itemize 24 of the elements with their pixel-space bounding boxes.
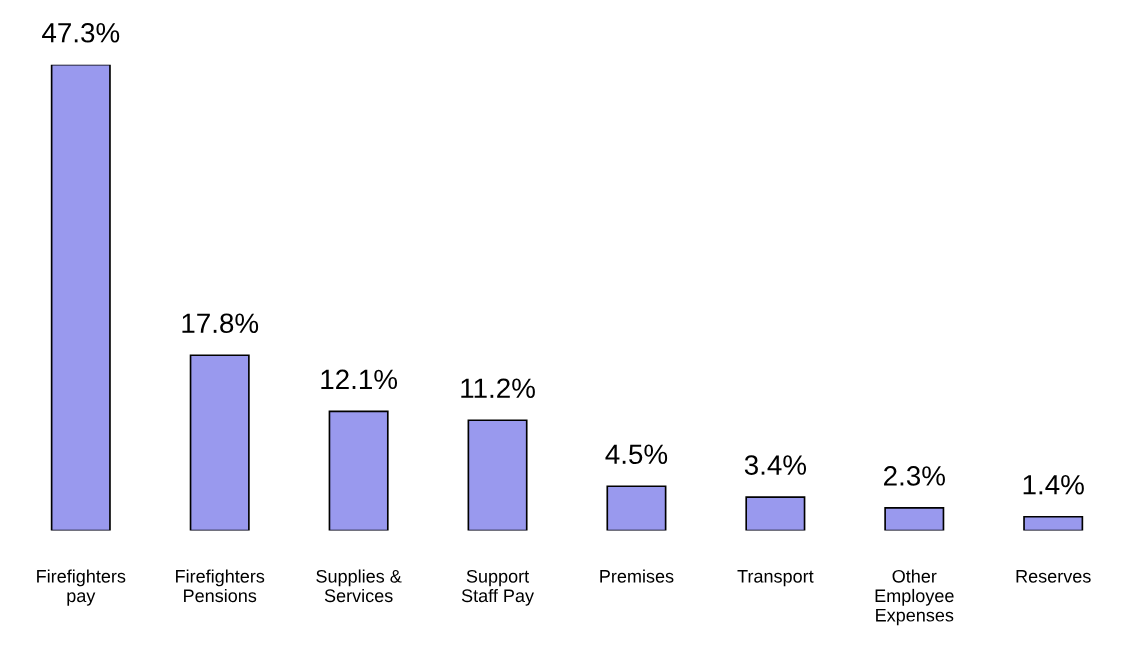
bar — [606, 485, 667, 531]
x-tick-label: Supplies & Services — [316, 569, 402, 603]
bar — [467, 419, 528, 531]
x-tick-label: Other Employee Expenses — [875, 569, 954, 626]
bar — [1023, 515, 1084, 531]
bar — [189, 354, 250, 531]
x-tick-label: Support Staff Pay — [461, 569, 534, 606]
data-label: 3.4% — [744, 455, 807, 475]
x-tick-label: Reserves — [1016, 570, 1091, 583]
data-label: 11.2% — [461, 378, 535, 398]
data-label: 47.3% — [42, 22, 120, 43]
data-label: 1.4% — [1023, 475, 1084, 495]
bar — [745, 496, 806, 531]
data-label: 2.3% — [884, 466, 945, 486]
x-tick-label: Firefighters Pensions — [176, 569, 265, 603]
x-tick-label: Transport — [737, 570, 814, 587]
x-tick-label: Premises — [600, 569, 674, 583]
data-label: 17.8% — [182, 313, 259, 334]
x-tick-label: Firefighters pay — [37, 569, 126, 606]
data-label: 12.1% — [321, 369, 398, 390]
bar — [328, 410, 389, 531]
bar — [884, 507, 945, 531]
data-label: 4.5% — [605, 444, 668, 465]
bar — [50, 64, 111, 531]
